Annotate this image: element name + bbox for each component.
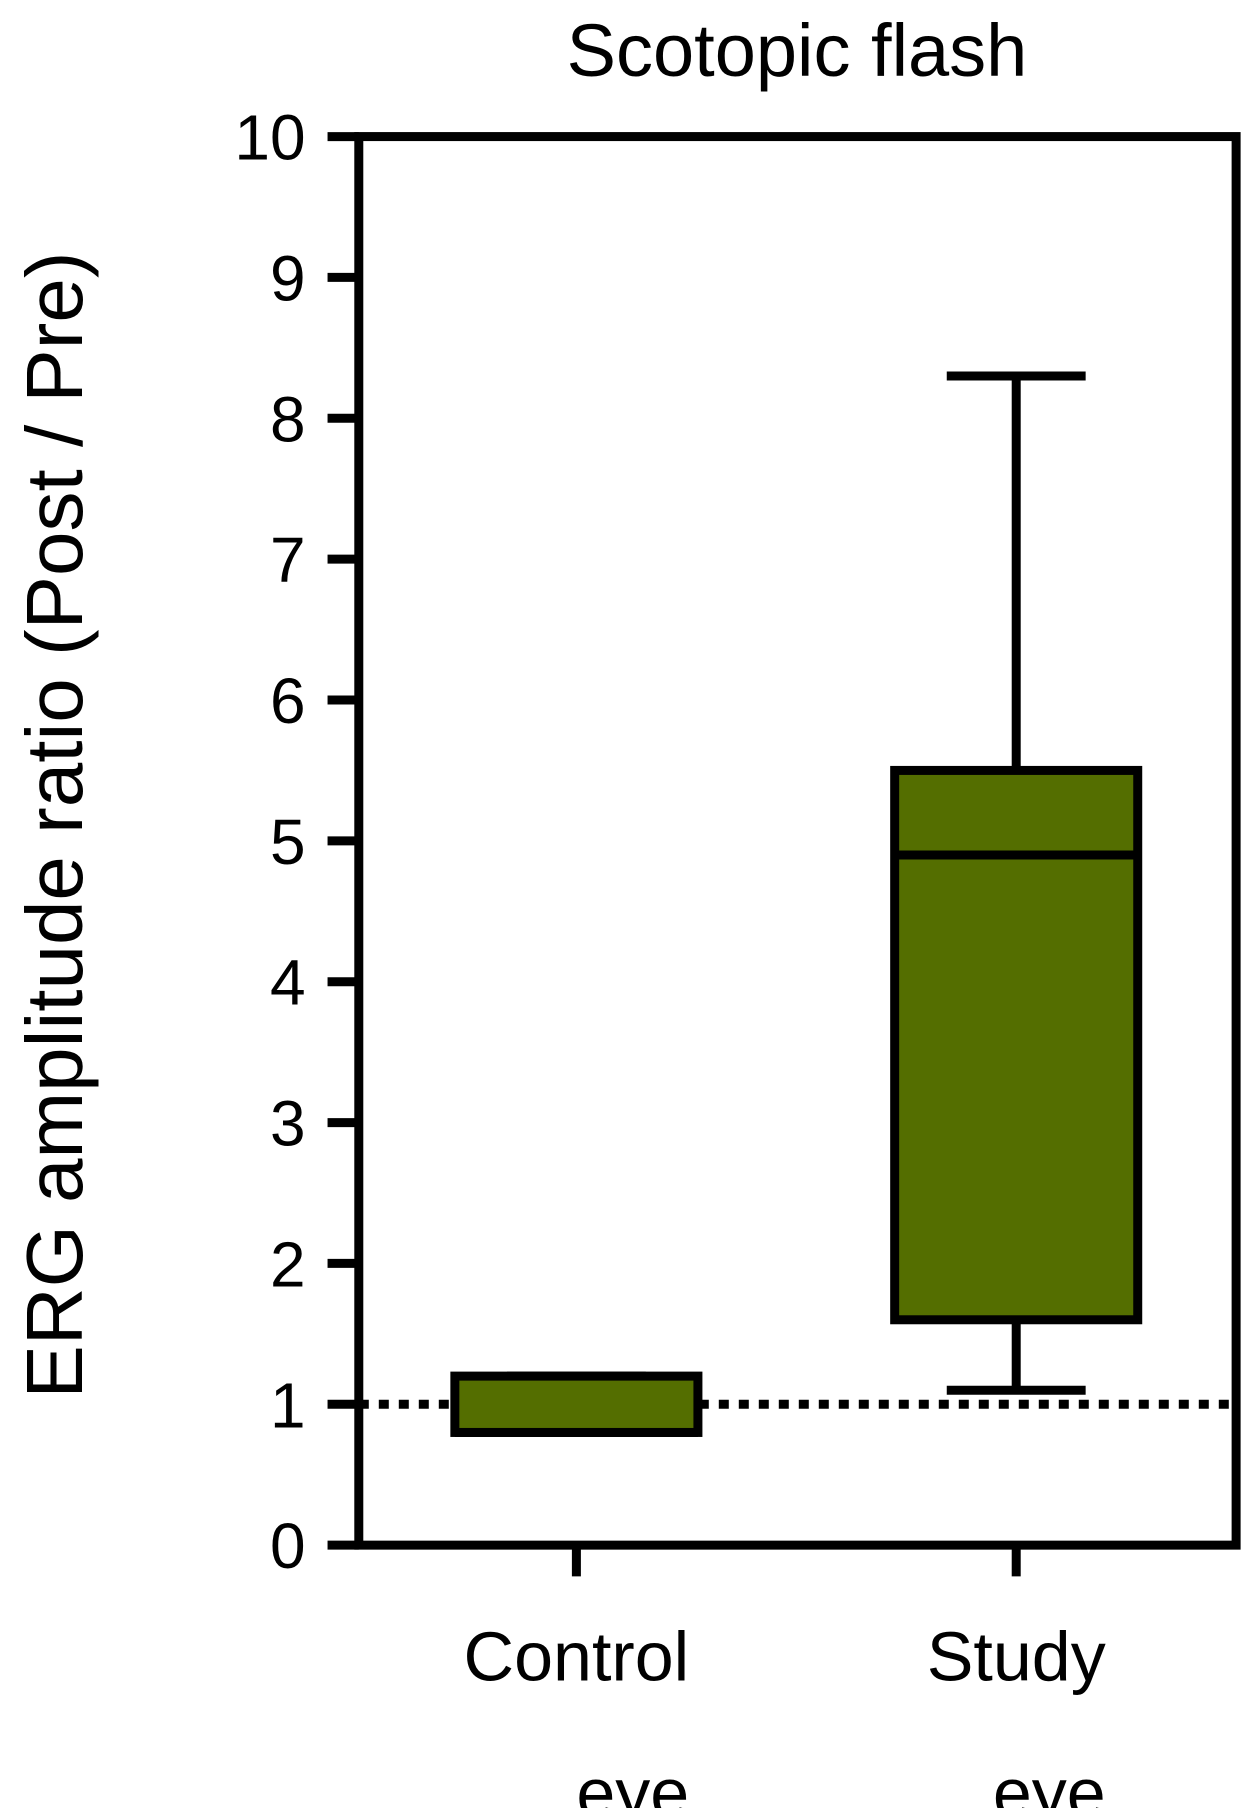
y-tick-label: 6 xyxy=(270,665,306,737)
x-tick-label: Control eye xyxy=(464,1618,690,1808)
x-tick-label-line: eye xyxy=(993,1754,1106,1808)
y-tick-label: 0 xyxy=(270,1510,306,1582)
plot-frame xyxy=(354,132,1241,1550)
x-tick-label-line: Study xyxy=(927,1618,1106,1696)
chart-title: Scotopic flash xyxy=(567,9,1028,92)
y-tick-label: 3 xyxy=(270,1088,306,1160)
y-tick-label: 10 xyxy=(234,102,305,174)
y-tick-label: 7 xyxy=(270,524,306,596)
x-tick-label-line: eye xyxy=(576,1754,689,1808)
box xyxy=(890,765,1143,1325)
y-axis-label: ERG amplitude ratio (Post / Pre) xyxy=(10,251,99,1398)
y-tick-label: 8 xyxy=(270,383,306,455)
y-tick-label: 5 xyxy=(270,806,306,878)
y-tick-label: 1 xyxy=(270,1369,306,1441)
y-tick-label: 9 xyxy=(270,242,306,314)
box xyxy=(450,1371,703,1437)
y-tick-label: 4 xyxy=(270,947,306,1019)
x-tick-label: Study eye xyxy=(927,1618,1106,1808)
y-tick-label: 2 xyxy=(270,1228,306,1300)
x-tick-label-line: Control xyxy=(464,1618,690,1696)
